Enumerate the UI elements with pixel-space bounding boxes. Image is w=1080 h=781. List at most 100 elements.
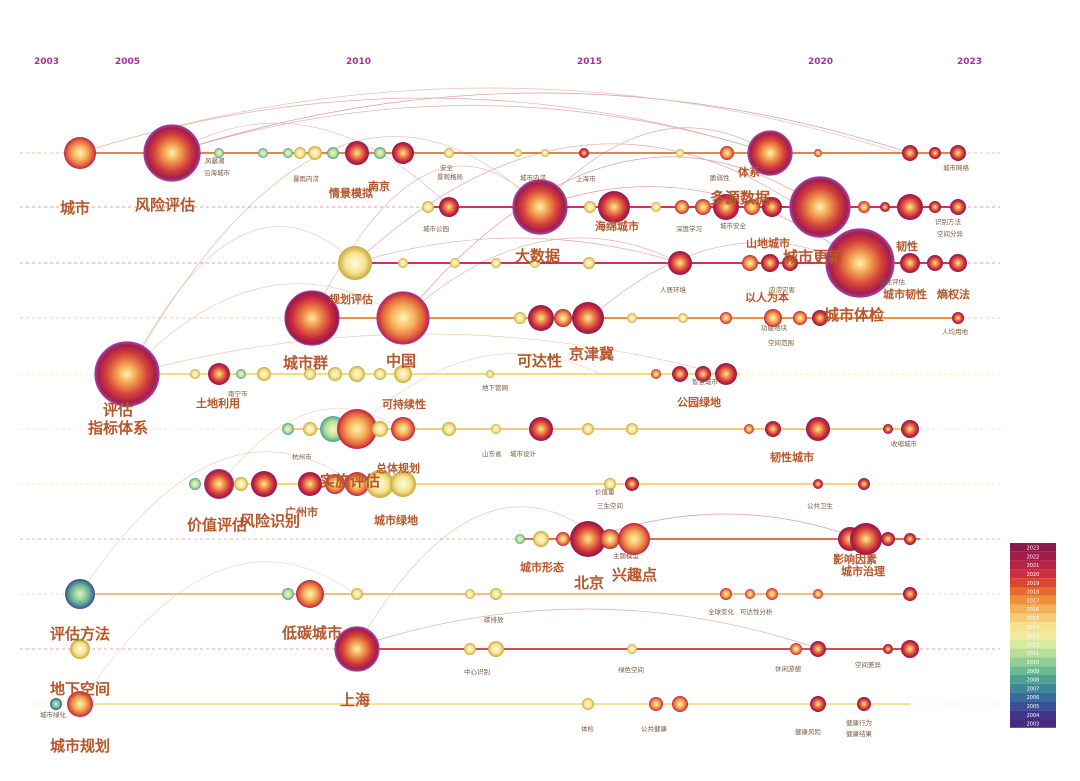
keyword-label: 京津冀 <box>569 345 614 363</box>
legend-swatch <box>1010 648 1056 658</box>
keyword-node <box>392 142 414 164</box>
keyword-label: 绿色空间 <box>618 665 644 674</box>
keyword-node <box>618 523 650 555</box>
keyword-node <box>715 363 737 385</box>
keyword-node <box>490 588 502 600</box>
keyword-node <box>720 588 732 600</box>
keyword-node <box>858 478 870 490</box>
legend-year: 2017 <box>1027 598 1040 604</box>
keyword-label: 土地利用 <box>196 396 240 410</box>
keyword-label: 健康结果 <box>846 729 873 738</box>
keyword-label: 空间范围 <box>768 338 794 347</box>
keyword-node <box>584 201 596 213</box>
keyword-node <box>284 290 340 346</box>
keyword-node <box>745 589 755 599</box>
keyword-label: 规划评估 <box>329 292 373 306</box>
keyword-node <box>857 697 871 711</box>
keyword-label: 上海市 <box>576 174 596 183</box>
keyword-node <box>514 149 522 157</box>
keyword-node <box>283 148 293 158</box>
keyword-label: 兴趣点 <box>612 566 657 584</box>
legend-swatch <box>1010 710 1056 719</box>
keyword-node <box>442 422 456 436</box>
keyword-node <box>345 141 369 165</box>
keyword-node <box>190 369 200 379</box>
link-arc <box>79 87 901 154</box>
keyword-node <box>825 228 895 298</box>
keyword-node <box>512 179 568 235</box>
keyword-label: 景观格局 <box>437 172 463 181</box>
keyword-label: 指标体系 <box>88 419 148 437</box>
legend-year: 2020 <box>1027 572 1040 578</box>
keyword-node <box>374 368 386 380</box>
keyword-label: 城市韧性 <box>883 287 927 301</box>
keyword-node <box>50 698 62 710</box>
keyword-label: 城市规划 <box>50 737 110 755</box>
keyword-node <box>570 521 606 557</box>
legend-swatch <box>1010 595 1056 605</box>
keyword-node <box>672 696 688 712</box>
keyword-node <box>626 423 638 435</box>
legend-year: 2019 <box>1027 581 1040 587</box>
keyword-label: 实施评估 <box>320 472 380 490</box>
keyword-node <box>950 145 966 161</box>
keyword-node <box>282 423 294 435</box>
legend-swatch <box>1010 719 1056 728</box>
keyword-label: 地下空间 <box>50 680 110 698</box>
keyword-label: 休闲游憩 <box>775 664 802 673</box>
keyword-node <box>328 367 342 381</box>
legend-year: 2003 <box>1027 722 1040 728</box>
keyword-node <box>761 254 779 272</box>
legend-year: 2016 <box>1027 607 1040 613</box>
keyword-node <box>579 148 589 158</box>
year-2023: 2023 <box>957 57 982 67</box>
legend-swatch <box>1010 569 1056 579</box>
keyword-label: 城市绿化 <box>40 710 67 719</box>
keyword-node <box>713 194 739 220</box>
keyword-label: 风险评估 <box>135 196 195 214</box>
keyword-node <box>627 313 637 323</box>
year-2020: 2020 <box>808 57 833 67</box>
keyword-node <box>789 176 851 238</box>
legend-swatch <box>1010 683 1056 693</box>
keyword-label: 杭州市 <box>292 452 312 461</box>
keyword-label: 可持续性 <box>382 397 426 411</box>
keyword-label: 大数据 <box>515 247 560 265</box>
keyword-label: 影响因素 <box>833 552 877 566</box>
keyword-node <box>782 255 798 271</box>
keyword-node <box>304 368 316 380</box>
keyword-node <box>444 148 454 158</box>
keyword-label: 智慧城市 <box>692 377 719 386</box>
keyword-label: 以人为本 <box>745 290 789 304</box>
legend-year: 2012 <box>1027 642 1040 648</box>
legend-year: 2004 <box>1027 713 1040 719</box>
keyword-node <box>813 589 823 599</box>
keyword-node <box>303 422 317 436</box>
keyword-node <box>762 197 782 217</box>
keyword-node <box>251 471 277 497</box>
keyword-node <box>390 471 416 497</box>
legend-swatch <box>1010 578 1056 587</box>
keyword-label: 可达性 <box>517 352 562 370</box>
keyword-label: 风暴潮 <box>205 156 225 165</box>
keyword-label: 广州市 <box>285 505 318 519</box>
keyword-label: 空间分异 <box>937 229 964 238</box>
link-arc <box>589 242 851 319</box>
keyword-node <box>298 472 322 496</box>
link-arc <box>79 561 356 705</box>
keyword-node <box>529 417 553 441</box>
keyword-node <box>533 531 549 547</box>
keyword-node <box>902 145 918 161</box>
keyword-node <box>927 255 943 271</box>
keyword-label: 南宁市 <box>228 389 248 398</box>
keyword-node <box>675 200 689 214</box>
keyword-label: 低碳城市 <box>281 624 342 642</box>
keyword-node <box>806 417 830 441</box>
link-arc <box>402 237 681 319</box>
keyword-node <box>349 366 365 382</box>
keyword-node <box>952 312 964 324</box>
keyword-label: 三生空间 <box>597 501 623 510</box>
keyword-node <box>572 302 604 334</box>
keyword-label: 暴雨内涝 <box>293 174 320 183</box>
keyword-label: 功能地块 <box>761 323 788 332</box>
